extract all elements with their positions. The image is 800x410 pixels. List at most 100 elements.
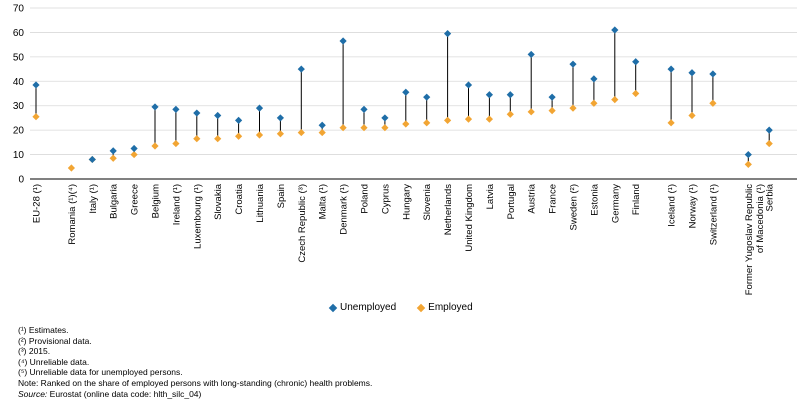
point-employed-3 <box>109 154 117 162</box>
point-unemployed-10 <box>255 104 264 112</box>
x-tick-label-17: Hungary <box>401 184 412 220</box>
legend-label-unemployed: Unemployed <box>340 302 397 313</box>
source-text: Eurostat (online data code: hlth_silc_04… <box>49 388 202 399</box>
point-employed-1 <box>67 164 75 172</box>
x-tick-label-22: Portugal <box>506 184 517 219</box>
point-employed-11 <box>276 130 284 138</box>
point-unemployed-17 <box>402 88 410 96</box>
legend: Unemployed Employed <box>328 302 473 313</box>
x-tick-label-21: Latvia <box>485 183 496 209</box>
x-tick-label-9: Croatia <box>234 183 245 214</box>
x-tick-label-12: Czech Republic (³) <box>297 184 308 263</box>
y-tick-label-50: 50 <box>13 52 25 63</box>
point-employed-17 <box>402 120 410 128</box>
legend-label-employed: Employed <box>428 302 473 313</box>
footnote-ranking-note: Note: Ranked on the share of employed pe… <box>18 377 373 388</box>
point-unemployed-29 <box>667 65 675 73</box>
point-employed-12 <box>297 128 305 137</box>
point-employed-23 <box>527 108 535 116</box>
x-tick-label-26: Estonia <box>589 183 600 215</box>
point-employed-7 <box>193 135 201 143</box>
x-tick-label-23: Austria <box>527 183 538 213</box>
point-unemployed-6 <box>172 105 180 113</box>
point-unemployed-14 <box>339 37 347 45</box>
legend-marker-unemployed <box>328 303 338 312</box>
point-employed-18 <box>423 119 431 127</box>
point-unemployed-23 <box>527 50 535 59</box>
x-tick-label-2: Italy (¹) <box>88 184 99 214</box>
point-employed-8 <box>214 135 222 143</box>
x-tick-label-27: Germany <box>610 184 621 223</box>
x-tick-label-19: Netherlands <box>443 184 454 235</box>
x-tick-label-18: Slovenia <box>422 183 433 220</box>
legend-marker-employed <box>416 303 426 312</box>
point-unemployed-0 <box>32 81 40 89</box>
point-employed-30 <box>688 111 696 120</box>
x-tick-label-33: Serbia <box>765 183 776 211</box>
x-tick-label-11: Spain <box>276 184 287 208</box>
point-employed-28 <box>632 89 640 98</box>
point-employed-22 <box>506 110 514 118</box>
point-unemployed-8 <box>214 111 222 120</box>
point-employed-13 <box>318 128 326 137</box>
point-employed-16 <box>381 124 389 132</box>
point-employed-5 <box>151 142 159 150</box>
x-tick-label-7: Luxembourg (¹) <box>192 184 203 249</box>
x-tick-label-15: Poland <box>360 184 371 214</box>
point-employed-4 <box>130 150 138 159</box>
point-unemployed-32 <box>744 150 752 159</box>
y-tick-label-30: 30 <box>13 101 25 112</box>
point-employed-10 <box>255 131 264 139</box>
footnote-unreliable: (⁴) Unreliable data. <box>18 356 90 367</box>
point-unemployed-25 <box>569 60 577 68</box>
point-unemployed-7 <box>193 109 201 117</box>
point-employed-33 <box>765 139 773 148</box>
y-tick-label-20: 20 <box>13 126 25 137</box>
x-tick-label-31: Switzerland (¹) <box>708 184 719 245</box>
point-employed-15 <box>360 124 368 132</box>
point-unemployed-33 <box>765 126 773 134</box>
y-tick-label-0: 0 <box>18 175 24 186</box>
x-tick-label-5: Belgium <box>151 184 162 218</box>
point-unemployed-20 <box>464 81 473 89</box>
x-tick-label-1: Romania (¹)(⁴) <box>67 184 78 245</box>
footnotes: (¹) Estimates. (²) Provisional data. (³)… <box>18 325 372 399</box>
point-unemployed-11 <box>276 114 284 122</box>
footnote-unreliable-unemployed: (⁵) Unreliable data for unemployed perso… <box>18 367 183 378</box>
point-employed-9 <box>235 132 243 140</box>
point-unemployed-30 <box>688 69 696 77</box>
point-employed-29 <box>667 119 675 127</box>
point-employed-31 <box>709 99 717 107</box>
x-tick-label-16: Cyprus <box>380 184 391 214</box>
point-unemployed-4 <box>130 144 138 153</box>
point-unemployed-12 <box>297 65 305 73</box>
footnote-estimates: (¹) Estimates. <box>18 325 69 335</box>
x-tick-label-28: Finland <box>631 184 642 215</box>
point-employed-24 <box>548 107 556 115</box>
chart: 0 10 20 30 40 50 60 70 EU-28 (¹) Romania (¹)(⁴) It… <box>13 4 797 295</box>
x-tick-label-3: Bulgaria <box>109 183 120 219</box>
y-tick-label-40: 40 <box>13 77 25 88</box>
point-unemployed-26 <box>590 75 598 83</box>
y-tick-label-10: 10 <box>13 150 25 161</box>
footnote-provisional: (²) Provisional data. <box>18 335 92 346</box>
x-tick-label-30: Norway (¹) <box>688 184 699 228</box>
point-unemployed-2 <box>88 155 96 164</box>
point-unemployed-15 <box>360 105 368 113</box>
point-employed-6 <box>172 139 180 148</box>
point-unemployed-3 <box>109 147 117 155</box>
point-employed-32 <box>744 160 752 168</box>
point-employed-27 <box>611 96 619 104</box>
x-tick-label-14: Denmark (¹) <box>339 184 350 235</box>
source-label: Source: <box>18 388 48 399</box>
x-tick-label-6: Ireland (¹) <box>171 184 182 225</box>
source-line: Source: Eurostat (online data code: hlth… <box>18 389 372 400</box>
point-unemployed-27 <box>611 26 619 34</box>
legend-item-unemployed: Unemployed <box>328 302 397 313</box>
x-tick-label-10: Lithuania <box>255 183 266 222</box>
point-unemployed-18 <box>423 93 431 101</box>
point-employed-19 <box>444 116 452 124</box>
x-tick-label-20: United Kingdom <box>464 184 475 252</box>
point-employed-14 <box>339 124 347 132</box>
x-tick-label-4: Greece <box>130 184 141 215</box>
